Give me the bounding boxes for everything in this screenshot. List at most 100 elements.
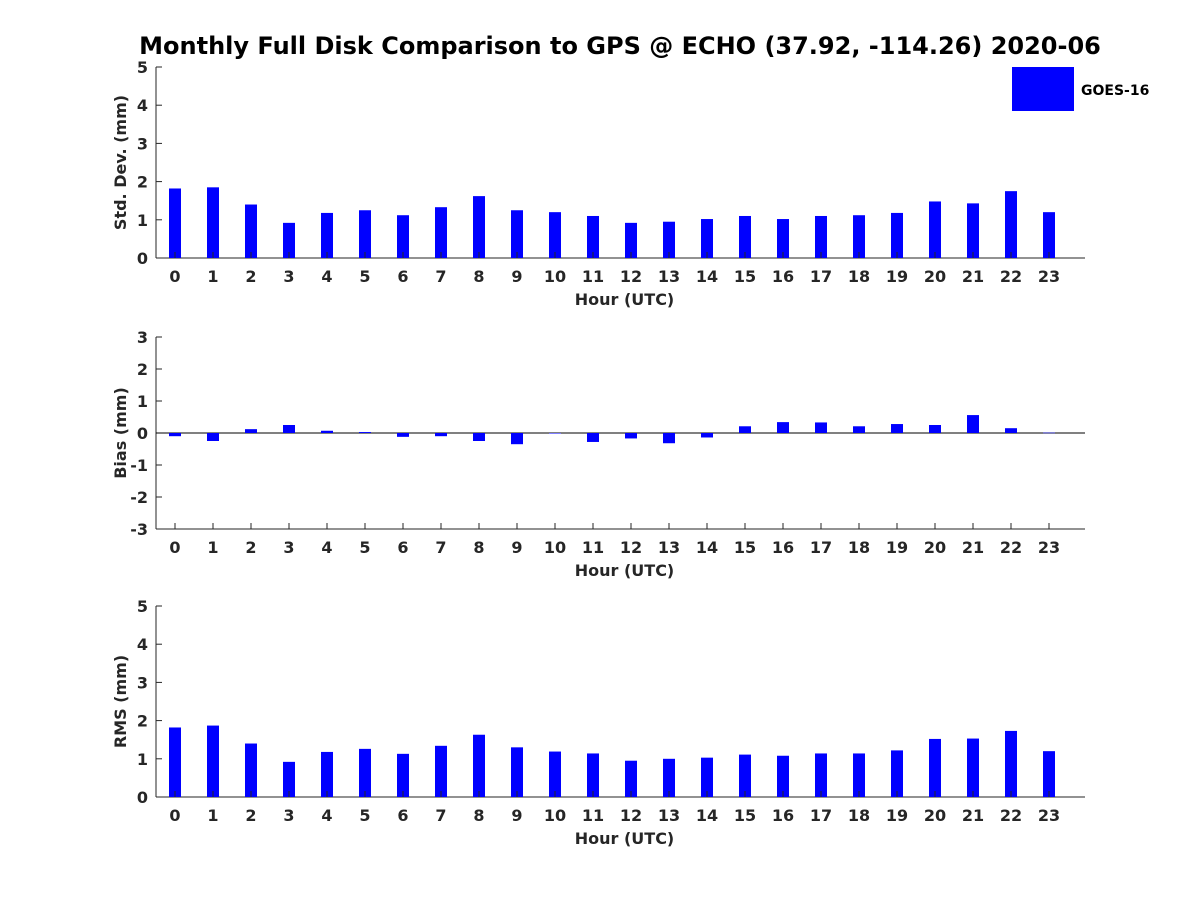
- y-tick-label: 5: [137, 597, 148, 616]
- y-tick-label: -3: [130, 520, 148, 539]
- x-tick-label: 12: [620, 538, 642, 557]
- bar-hour-9: [511, 210, 523, 258]
- y-tick-label: 2: [137, 360, 148, 379]
- x-tick-label: 3: [283, 806, 294, 825]
- bar-hour-15: [739, 426, 751, 433]
- x-tick-label: 2: [245, 806, 256, 825]
- x-tick-label: 1: [207, 267, 218, 286]
- bar-hour-14: [701, 757, 713, 797]
- bar-hour-20: [929, 425, 941, 433]
- bar-hour-5: [359, 432, 371, 433]
- bar-hour-12: [625, 433, 637, 439]
- y-tick-label: 4: [137, 96, 148, 115]
- x-tick-label: 22: [1000, 267, 1022, 286]
- y-tick-label: 1: [137, 211, 148, 230]
- x-tick-label: 6: [397, 267, 408, 286]
- x-tick-label: 1: [207, 806, 218, 825]
- x-tick-label: 10: [544, 267, 566, 286]
- x-tick-label: 1: [207, 538, 218, 557]
- bar-hour-6: [397, 215, 409, 258]
- x-axis-label: Hour (UTC): [575, 829, 675, 848]
- bar-hour-21: [967, 415, 979, 433]
- bar-hour-8: [473, 433, 485, 441]
- bar-hour-13: [663, 433, 675, 444]
- bar-hour-21: [967, 203, 979, 258]
- bar-hour-0: [169, 188, 181, 258]
- bar-hour-22: [1005, 730, 1017, 797]
- x-tick-label: 5: [359, 806, 370, 825]
- x-tick-label: 20: [924, 806, 946, 825]
- x-tick-label: 13: [658, 267, 680, 286]
- bar-hour-15: [739, 215, 751, 258]
- x-tick-label: 23: [1038, 538, 1060, 557]
- bar-hour-4: [321, 751, 333, 797]
- x-tick-label: 13: [658, 538, 680, 557]
- bar-hour-5: [359, 210, 371, 258]
- y-tick-label: -1: [130, 456, 148, 475]
- y-tick-label: 3: [137, 134, 148, 153]
- y-axis-label: Std. Dev. (mm): [111, 95, 130, 230]
- x-tick-label: 14: [696, 538, 718, 557]
- x-tick-label: 17: [810, 267, 832, 286]
- bar-hour-5: [359, 748, 371, 797]
- x-tick-label: 11: [582, 538, 604, 557]
- x-tick-label: 3: [283, 538, 294, 557]
- bar-hour-10: [549, 433, 561, 434]
- x-tick-label: 18: [848, 538, 870, 557]
- y-tick-label: 3: [137, 673, 148, 692]
- x-tick-label: 9: [511, 538, 522, 557]
- bar-hour-13: [663, 758, 675, 797]
- x-tick-label: 21: [962, 538, 984, 557]
- bar-hour-17: [815, 422, 827, 433]
- bar-hour-20: [929, 201, 941, 258]
- x-tick-label: 23: [1038, 267, 1060, 286]
- x-tick-label: 19: [886, 267, 908, 286]
- bar-hour-7: [435, 207, 447, 258]
- x-tick-label: 7: [435, 538, 446, 557]
- bar-hour-8: [473, 196, 485, 258]
- bar-hour-2: [245, 204, 257, 258]
- y-tick-label: 3: [137, 328, 148, 347]
- x-tick-label: 18: [848, 267, 870, 286]
- x-tick-label: 14: [696, 806, 718, 825]
- bar-hour-3: [283, 222, 295, 258]
- bar-hour-14: [701, 219, 713, 258]
- x-tick-label: 19: [886, 538, 908, 557]
- x-tick-label: 21: [962, 806, 984, 825]
- x-tick-label: 17: [810, 806, 832, 825]
- y-tick-label: 0: [137, 424, 148, 443]
- y-tick-label: 0: [137, 249, 148, 268]
- x-tick-label: 0: [169, 806, 180, 825]
- y-tick-label: 1: [137, 750, 148, 769]
- x-tick-label: 12: [620, 267, 642, 286]
- y-tick-label: 2: [137, 712, 148, 731]
- bar-hour-4: [321, 430, 333, 433]
- chart-title: Monthly Full Disk Comparison to GPS @ EC…: [139, 32, 1101, 60]
- legend: GOES-16: [1012, 67, 1149, 111]
- bar-hour-16: [777, 219, 789, 258]
- x-tick-label: 6: [397, 538, 408, 557]
- x-axis-label: Hour (UTC): [575, 290, 675, 309]
- x-tick-label: 7: [435, 267, 446, 286]
- x-tick-label: 5: [359, 538, 370, 557]
- bar-hour-12: [625, 222, 637, 258]
- bar-hour-0: [169, 433, 181, 437]
- x-tick-label: 22: [1000, 806, 1022, 825]
- bar-hour-2: [245, 429, 257, 433]
- bar-hour-0: [169, 727, 181, 797]
- bar-hour-12: [625, 760, 637, 797]
- bar-hour-23: [1043, 212, 1055, 258]
- x-tick-label: 3: [283, 267, 294, 286]
- bar-hour-18: [853, 215, 865, 258]
- bar-hour-3: [283, 425, 295, 433]
- x-tick-label: 16: [772, 806, 794, 825]
- y-axis-label: RMS (mm): [111, 655, 130, 748]
- bar-hour-11: [587, 433, 599, 442]
- bar-hour-1: [207, 725, 219, 797]
- x-tick-label: 4: [321, 267, 332, 286]
- bar-hour-9: [511, 433, 523, 445]
- x-tick-label: 11: [582, 806, 604, 825]
- bar-hour-11: [587, 753, 599, 797]
